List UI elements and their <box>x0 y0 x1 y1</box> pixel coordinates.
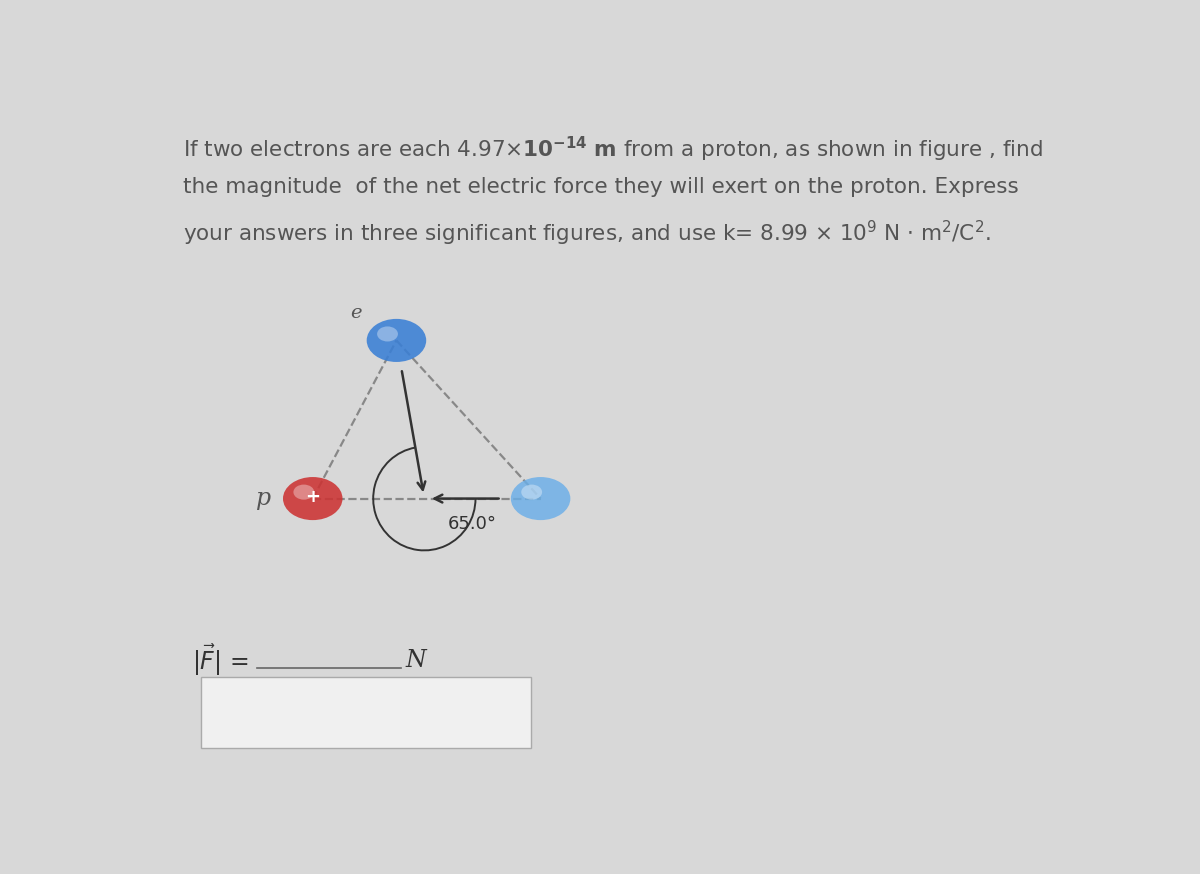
Text: 65.0°: 65.0° <box>448 516 497 533</box>
Text: your answers in three significant figures, and use k= 8.99 $\times$ 10$^9$ N $\c: your answers in three significant figure… <box>182 218 990 248</box>
Text: p: p <box>256 487 271 510</box>
Circle shape <box>511 477 570 520</box>
Text: N: N <box>406 649 426 671</box>
Circle shape <box>283 477 342 520</box>
Text: If two electrons are each 4.97$\times\mathbf{10^{-14}}$ $\mathbf{m}$ from a prot: If two electrons are each 4.97$\times\ma… <box>182 135 1043 164</box>
Circle shape <box>377 326 398 342</box>
Circle shape <box>294 484 314 500</box>
Circle shape <box>367 319 426 362</box>
Text: $|\vec{F}|$ =: $|\vec{F}|$ = <box>192 642 248 678</box>
Text: the magnitude  of the net electric force they will exert on the proton. Express: the magnitude of the net electric force … <box>182 177 1019 197</box>
Text: +: + <box>305 488 320 505</box>
FancyBboxPatch shape <box>202 676 532 747</box>
Text: e: e <box>350 304 362 323</box>
Circle shape <box>521 484 542 500</box>
